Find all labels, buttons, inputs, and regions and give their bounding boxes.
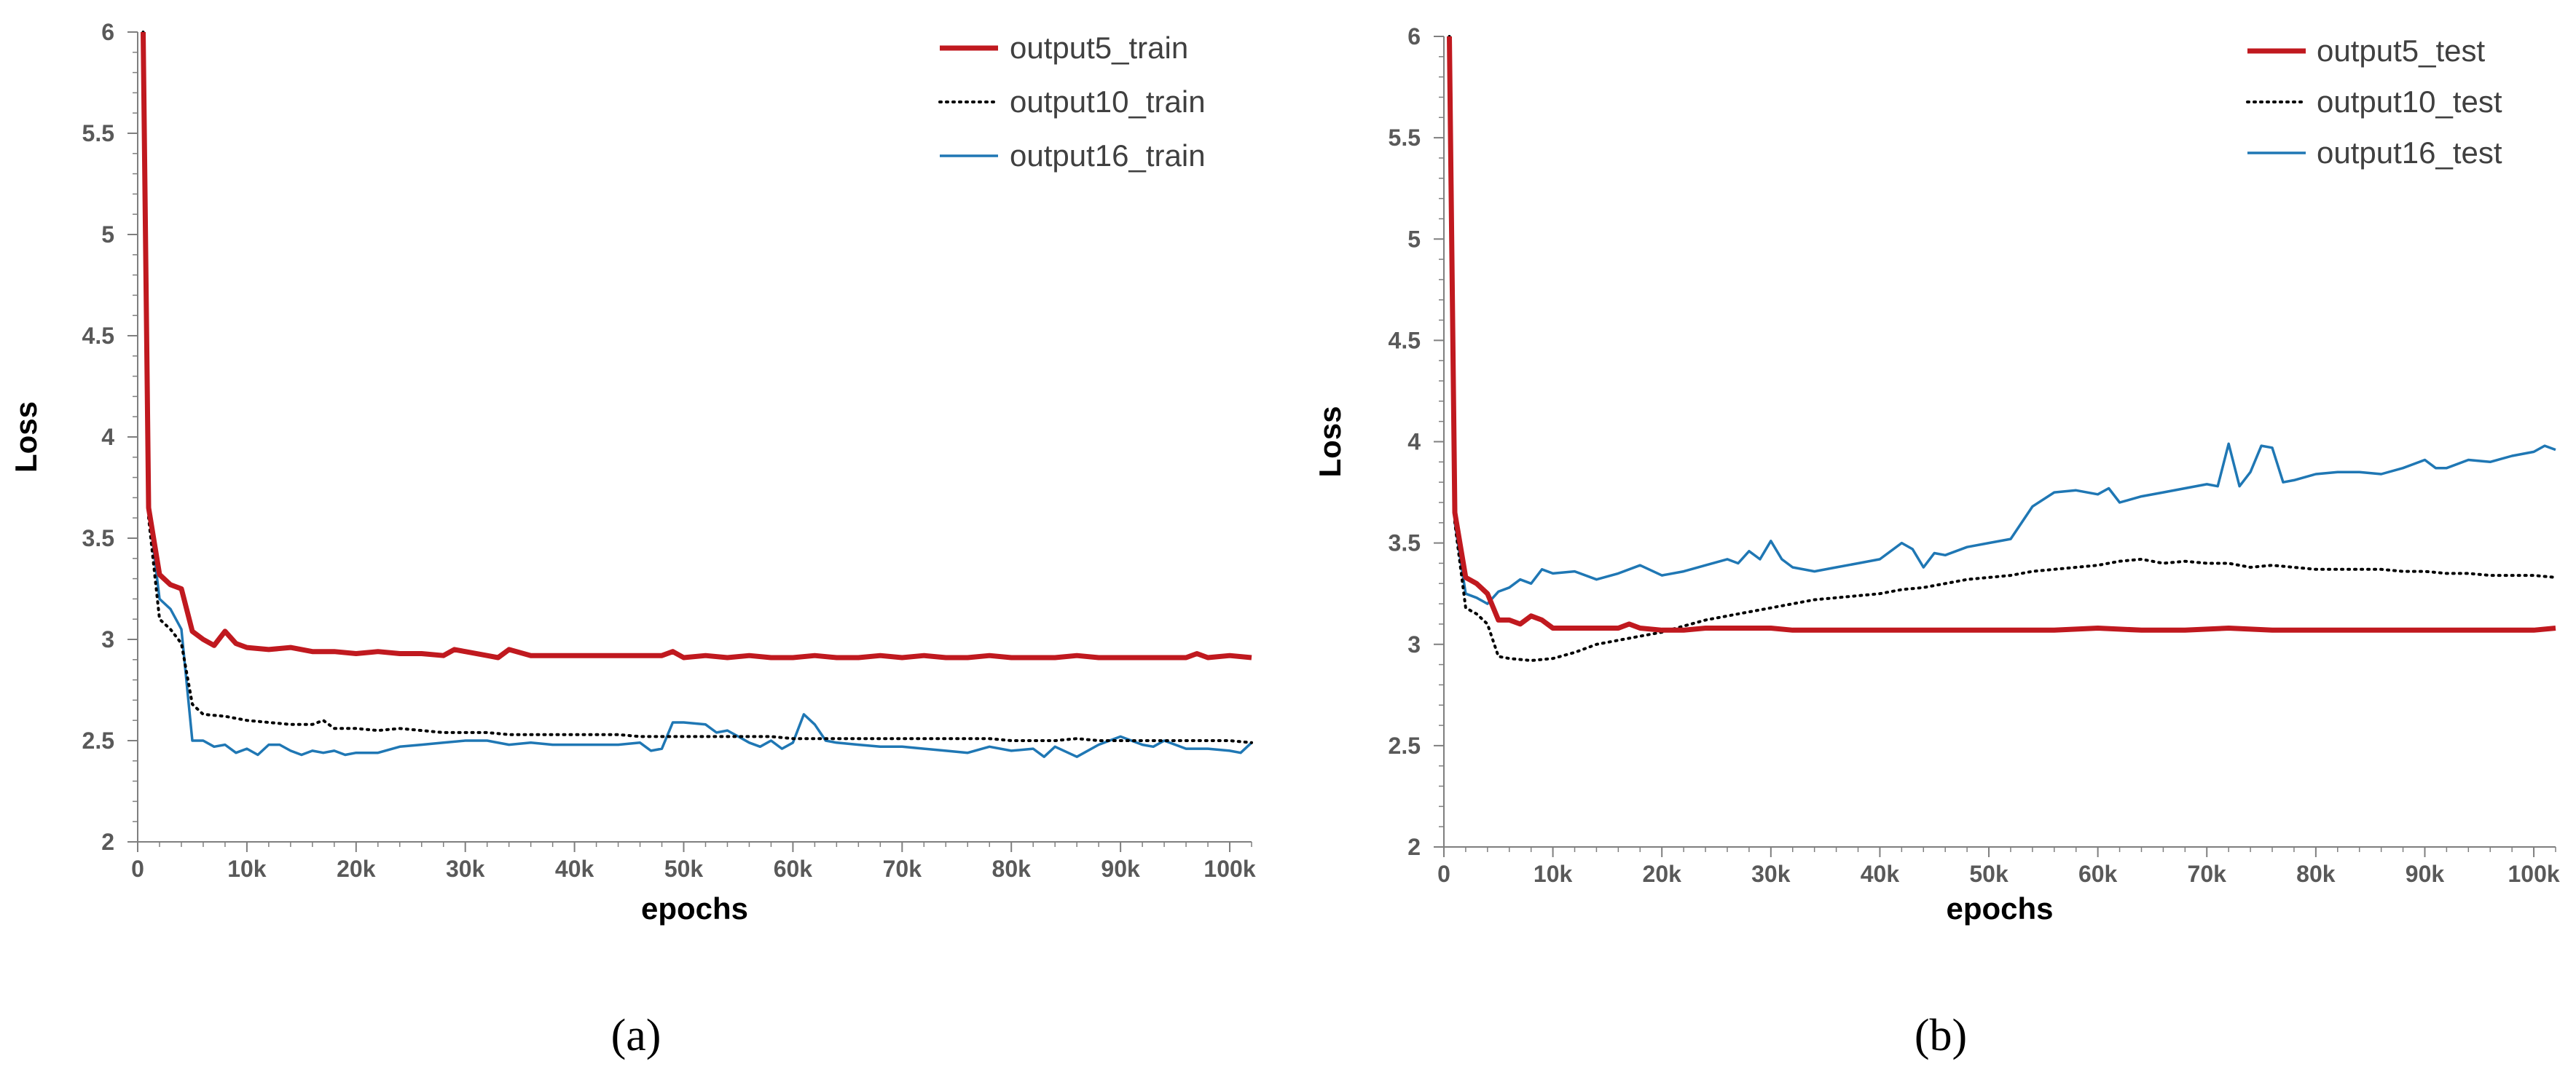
panel-b-x-tick-label: 60k (2078, 861, 2118, 887)
panel-b-caption: (b) (1915, 1011, 1967, 1060)
panel-a-legend-label-output5_train: output5_train (1010, 31, 1188, 65)
panel-a-y-tick-label: 4.5 (82, 323, 114, 349)
panel-b-x-tick-label: 40k (1861, 861, 1900, 887)
chart-panel-a: 2 2.5 3 3.5 4 4.5 5 5.5 6 0 10k 20k 30k 40k 50k 60k 70k 8… (9, 19, 1256, 1060)
panel-a-x-tick-label: 50k (664, 856, 704, 882)
panel-a-x-tick-label: 100k (1203, 856, 1255, 882)
panel-b-x-tick-label: 20k (1643, 861, 1682, 887)
panel-a-x-tick-label: 10k (227, 856, 267, 882)
panel-a-y-tick-label: 2.5 (82, 728, 114, 754)
panel-a-series-line-output16_train (141, 31, 1253, 758)
chart-panel-b: 2 2.5 3 3.5 4 4.5 5 5.5 6 0 10k 20k 30k 40k 50k 60k 70k 8… (1313, 23, 2560, 1060)
panel-b-y-tick-label: 3 (1407, 631, 1421, 658)
panel-b-series-line-output5_test (1447, 36, 2556, 633)
panel-a-y-tick-label: 3.5 (82, 525, 114, 551)
panel-a-y-tick-label: 4 (101, 424, 114, 450)
panel-a-y-tick-label: 5.5 (82, 120, 114, 146)
panel-a-y-tick-label: 5 (101, 221, 114, 248)
panel-b-x-tick-label: 50k (1969, 861, 2008, 887)
panel-a-y-tick-label: 3 (101, 626, 114, 653)
panel-b-x-tick-label: 90k (2406, 861, 2445, 887)
panel-a-x-tick-label: 90k (1101, 856, 1140, 882)
panel-a-x-tick-label: 30k (446, 856, 485, 882)
panel-b-legend-label-output10_test: output10_test (2317, 84, 2502, 119)
panel-b-y-tick-label: 2.5 (1389, 733, 1421, 759)
panel-b-x-axis-title: epochs (1946, 891, 2053, 926)
panel-a-x-tick-label: 0 (131, 856, 144, 882)
panel-b-x-tick-label: 0 (1437, 861, 1450, 887)
panel-b-x-tick-label: 70k (2188, 861, 2227, 887)
panel-b-y-tick-label: 5.5 (1389, 125, 1421, 151)
panel-b-x-tick-label: 30k (1751, 861, 1791, 887)
panel-b-y-axis-title: Loss (1313, 406, 1347, 477)
panel-a-y-axis-title: Loss (9, 401, 43, 473)
panel-a-legend-label-output16_train: output16_train (1010, 138, 1206, 173)
panel-b-y-tick-label: 4 (1407, 429, 1421, 455)
panel-a-caption: (a) (611, 1011, 661, 1060)
panel-b-y-tick-label: 6 (1407, 23, 1421, 50)
panel-b-y-tick-label: 2 (1407, 834, 1421, 860)
panel-a-legend-label-output10_train: output10_train (1010, 84, 1206, 119)
panel-a-y-tick-label: 6 (101, 19, 114, 45)
panel-b-y-tick-label: 3.5 (1389, 530, 1421, 556)
panel-a-series-line-output5_train (141, 31, 1252, 661)
panel-a-x-tick-label: 60k (774, 856, 813, 882)
panel-b-series-line-output16_test (1448, 36, 2556, 605)
panel-a-series-line-output10_train (141, 31, 1253, 744)
panel-a-y-tick-label: 2 (101, 829, 114, 855)
panel-b-legend-label-output16_test: output16_test (2317, 135, 2502, 170)
panel-b-x-tick-label: 100k (2508, 861, 2559, 887)
panel-a-x-tick-label: 40k (555, 856, 594, 882)
panel-a-x-axis-title: epochs (641, 891, 748, 926)
panel-a-x-tick-label: 20k (337, 856, 376, 882)
panel-b-y-tick-label: 4.5 (1389, 327, 1421, 353)
panel-b-legend-label-output5_test: output5_test (2317, 33, 2486, 68)
panel-b-y-tick-label: 5 (1407, 226, 1421, 252)
panel-b-x-tick-label: 10k (1534, 861, 1573, 887)
panel-a-x-tick-label: 70k (883, 856, 922, 882)
panel-a-x-tick-label: 80k (992, 856, 1032, 882)
panel-b-x-tick-label: 80k (2296, 861, 2336, 887)
